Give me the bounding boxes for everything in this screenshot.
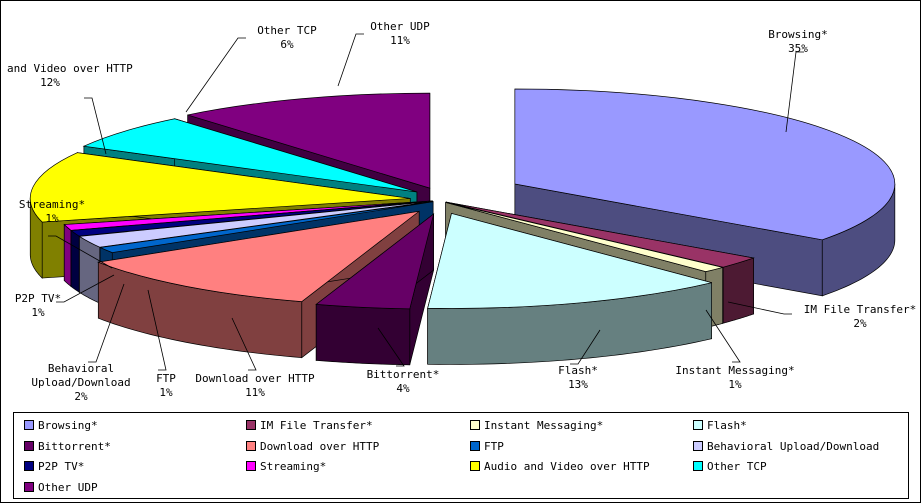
- slice-label-behavioral-upload-download-1: Behavioral: [48, 362, 114, 375]
- legend-swatch: [246, 440, 256, 451]
- leader-line-other-tcp: [185, 37, 246, 113]
- slice-label-instant-messaging: Instant Messaging*: [675, 364, 794, 377]
- legend-item-audio-and-video-over-http: Audio and Video over HTTP: [470, 458, 650, 476]
- slice-label-browsing: Browsing*: [768, 28, 828, 41]
- slice-label-other-udp: Other UDP: [370, 20, 430, 33]
- leader-line-im-file-transfer: [727, 301, 792, 315]
- legend-item-behavioral-upload-download: Behavioral Upload/Download: [693, 438, 879, 456]
- legend-item-bittorrent: Bittorrent*: [24, 438, 111, 456]
- pie-slice-bittorrent: [315, 213, 435, 366]
- legend-label: Browsing*: [38, 419, 98, 432]
- legend-label: FTP: [484, 439, 504, 453]
- legend-item-other-udp: Other UDP: [24, 479, 98, 497]
- legend-swatch: [24, 481, 34, 492]
- leader-line-audio-and-video-over-http: [84, 97, 107, 155]
- legend-swatch: [470, 420, 480, 430]
- legend-item-download-over-http: Download over HTTP: [246, 438, 379, 456]
- leader-line-other-udp: [337, 33, 364, 87]
- legend-swatch: [693, 461, 703, 471]
- slice-label-p2p-tv: P2P TV*: [15, 292, 61, 305]
- leader-line-bittorrent: [377, 327, 405, 367]
- slice-percent-behavioral-upload-download: 2%: [74, 390, 88, 403]
- legend-item-p2p-tv: P2P TV*: [24, 458, 84, 476]
- slice-label-bittorrent: Bittorrent*: [367, 368, 440, 381]
- slice-percent-flash: 13%: [568, 378, 588, 391]
- slice-percent-other-tcp: 6%: [280, 38, 294, 51]
- legend-item-ftp: FTP: [470, 438, 504, 456]
- legend-label: Flash*: [707, 419, 747, 432]
- legend-swatch: [24, 461, 34, 471]
- slice-label-flash: Flash*: [558, 364, 598, 377]
- legend-item-other-tcp: Other TCP: [693, 458, 767, 476]
- legend-label: Bittorrent*: [38, 439, 111, 453]
- leader-line-instant-messaging: [705, 309, 741, 363]
- legend-swatch: [693, 440, 703, 451]
- legend-label: Streaming*: [260, 460, 327, 473]
- leader-line-streaming: [48, 235, 113, 269]
- legend-label: P2P TV*: [38, 460, 85, 473]
- chart-legend: Browsing* IM File Transfer* Instant Messag…: [13, 412, 909, 499]
- slice-percent-instant-messaging: 1%: [728, 378, 742, 391]
- slice-percent-other-udp: 11%: [390, 34, 410, 47]
- slice-percent-im-file-transfer: 2%: [853, 317, 867, 330]
- legend-item-browsing: Browsing*: [24, 417, 98, 435]
- leader-line-p2p-tv: [56, 274, 115, 303]
- slice-percent-streaming: 1%: [45, 212, 59, 225]
- slice-label-audio-and-video-over-http: Audio and Video over HTTP: [0, 62, 133, 75]
- legend-label: Other TCP: [707, 460, 767, 473]
- leader-line-browsing: [785, 51, 804, 133]
- legend-label: Other UDP: [38, 480, 98, 494]
- slice-percent-browsing: 35%: [788, 42, 808, 55]
- leader-line-download-over-http: [231, 317, 257, 371]
- legend-label: Audio and Video over HTTP: [484, 460, 650, 473]
- pie-slice-flash: [427, 212, 712, 365]
- slice-percent-audio-and-video-over-http: 12%: [40, 76, 60, 89]
- leader-line-flash: [570, 329, 601, 365]
- slice-label-streaming: Streaming*: [19, 198, 85, 211]
- legend-swatch: [24, 440, 34, 451]
- legend-swatch: [693, 420, 703, 430]
- legend-swatch: [470, 461, 480, 471]
- leader-line-ftp: [147, 289, 167, 371]
- slice-percent-bittorrent: 4%: [396, 382, 410, 395]
- slice-percent-ftp: 1%: [159, 386, 173, 399]
- legend-label: Download over HTTP: [260, 439, 380, 453]
- slice-label-other-tcp: Other TCP: [257, 24, 317, 37]
- slice-percent-p2p-tv: 1%: [31, 306, 45, 319]
- legend-label: Behavioral Upload/Download: [707, 439, 880, 453]
- legend-swatch: [246, 420, 256, 430]
- slice-label-ftp: FTP: [156, 372, 176, 385]
- leader-line-behavioral-upload-download: [88, 283, 125, 363]
- legend-label: IM File Transfer*: [260, 419, 373, 432]
- slice-label-behavioral-upload-download-2: Upload/Download: [31, 376, 130, 389]
- legend-item-instant-messaging: Instant Messaging*: [470, 417, 603, 435]
- legend-swatch: [246, 461, 256, 471]
- slice-label-im-file-transfer: IM File Transfer*: [804, 303, 917, 316]
- legend-swatch: [470, 440, 480, 451]
- slice-label-download-over-http: Download over HTTP: [195, 372, 315, 385]
- legend-item-streaming: Streaming*: [246, 458, 326, 476]
- legend-item-flash: Flash*: [693, 417, 747, 435]
- slice-percent-download-over-http: 11%: [245, 386, 265, 399]
- legend-item-im-file-transfer: IM File Transfer*: [246, 417, 373, 435]
- legend-swatch: [24, 420, 34, 430]
- legend-label: Instant Messaging*: [484, 419, 604, 432]
